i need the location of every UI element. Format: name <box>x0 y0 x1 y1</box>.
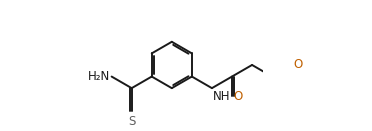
Text: NH: NH <box>213 90 230 103</box>
Text: O: O <box>234 90 243 103</box>
Text: H₂N: H₂N <box>88 70 110 83</box>
Text: O: O <box>293 58 302 71</box>
Text: S: S <box>128 115 135 128</box>
